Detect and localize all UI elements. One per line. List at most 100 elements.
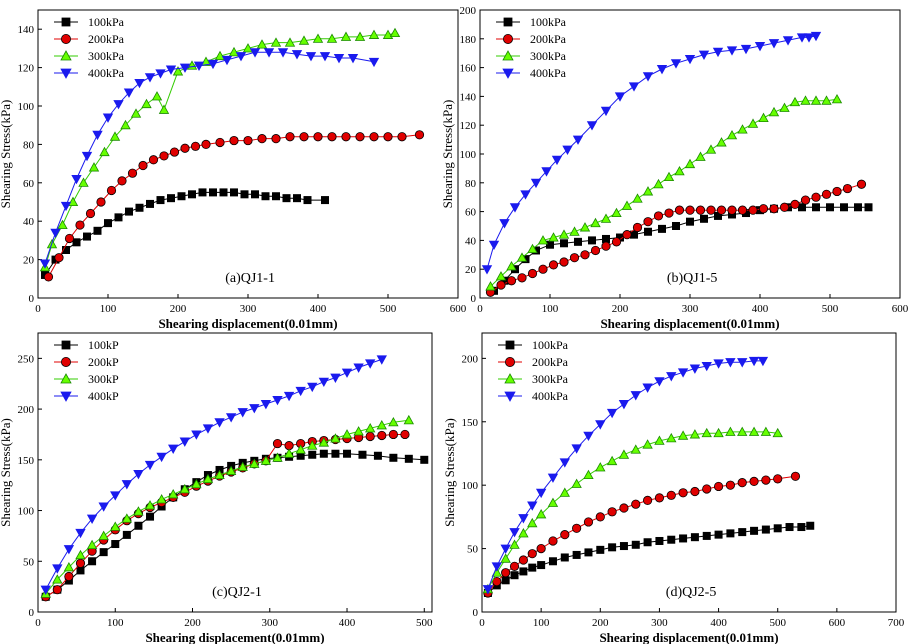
data-point xyxy=(72,238,81,247)
legend-label: 100kPa xyxy=(530,15,567,29)
data-point xyxy=(365,431,375,442)
legend-label: 200kP xyxy=(88,355,119,369)
data-point xyxy=(695,205,706,215)
data-point xyxy=(313,132,323,142)
data-point xyxy=(299,132,309,142)
data-point xyxy=(666,372,677,382)
data-point xyxy=(517,273,527,283)
data-point xyxy=(340,31,352,41)
data-point xyxy=(527,268,538,279)
data-point xyxy=(96,197,106,207)
x-tick-label: 200 xyxy=(612,303,629,315)
data-point xyxy=(761,525,770,534)
data-point xyxy=(761,475,771,485)
data-point xyxy=(608,543,617,552)
data-point xyxy=(630,444,641,454)
data-point xyxy=(481,265,493,275)
data-point xyxy=(750,526,759,535)
data-point xyxy=(67,196,79,207)
data-point xyxy=(628,82,640,92)
data-point xyxy=(63,562,75,572)
data-point xyxy=(88,557,97,566)
data-point xyxy=(789,96,801,107)
data-point xyxy=(284,37,296,47)
data-point xyxy=(810,31,822,42)
data-point xyxy=(580,250,590,260)
data-point xyxy=(500,553,511,563)
data-point xyxy=(663,171,675,182)
chart-panel-2: 0 100 200 300 400 500 600 0 20 40 60 80 100 120 140 160… xyxy=(440,5,909,331)
data-point xyxy=(208,188,217,197)
data-point xyxy=(144,73,156,83)
legend-label: 400kPa xyxy=(530,66,567,80)
x-tick-label: 600 xyxy=(829,617,846,629)
data-point xyxy=(93,226,102,235)
data-point xyxy=(141,98,152,109)
data-point xyxy=(619,542,628,551)
data-point xyxy=(193,61,205,72)
data-point xyxy=(292,194,301,203)
y-tick-label: 0 xyxy=(29,293,35,305)
y-tick-label: 80 xyxy=(23,139,35,151)
data-point xyxy=(43,272,54,282)
data-point xyxy=(155,69,166,79)
data-point xyxy=(133,470,144,480)
data-point xyxy=(168,444,179,454)
data-point xyxy=(75,220,85,230)
data-point xyxy=(559,487,570,497)
series-line xyxy=(487,475,796,594)
data-point xyxy=(520,190,531,200)
legend-marker xyxy=(60,391,72,402)
panel-label: (a)QJ1-1 xyxy=(225,271,275,286)
x-axis-label: Shearing displacement(0.01mm) xyxy=(145,630,324,644)
data-point xyxy=(277,48,289,58)
data-point xyxy=(800,195,811,205)
data-point xyxy=(219,188,228,197)
data-point xyxy=(773,524,782,533)
data-point xyxy=(631,499,641,509)
series-line xyxy=(490,98,838,287)
data-point xyxy=(678,488,688,498)
data-point xyxy=(749,476,759,486)
y-tick-label: 0 xyxy=(473,607,479,619)
data-point xyxy=(760,426,772,436)
legend-label: 100kP xyxy=(88,338,119,352)
data-point xyxy=(272,452,283,462)
data-point xyxy=(333,54,345,64)
data-point xyxy=(538,264,548,274)
data-point xyxy=(319,449,328,458)
data-point xyxy=(318,437,330,447)
x-tick-label: 0 xyxy=(35,617,41,629)
data-point xyxy=(656,65,668,75)
data-point xyxy=(727,205,737,215)
data-point xyxy=(586,121,598,131)
data-point xyxy=(256,39,268,49)
data-point xyxy=(102,113,114,123)
data-point xyxy=(383,132,393,142)
data-point xyxy=(404,454,413,463)
data-point xyxy=(403,414,415,425)
data-point xyxy=(748,426,760,436)
legend-label: 300kP xyxy=(88,372,119,386)
data-point xyxy=(414,130,425,140)
data-point xyxy=(726,529,735,538)
data-point xyxy=(737,205,748,215)
data-point xyxy=(347,54,359,64)
data-point xyxy=(674,205,685,215)
legend-marker xyxy=(503,17,513,27)
data-point xyxy=(75,528,86,539)
data-point xyxy=(200,56,212,66)
data-point xyxy=(319,52,331,62)
data-point xyxy=(689,364,701,374)
x-tick-label: 400 xyxy=(310,303,327,315)
data-point xyxy=(558,229,570,239)
series-200kPa xyxy=(43,130,425,282)
data-point xyxy=(172,66,184,76)
data-point xyxy=(388,429,398,440)
x-tick-label: 200 xyxy=(184,617,201,629)
data-point xyxy=(642,186,654,196)
data-point xyxy=(632,222,643,233)
data-point xyxy=(318,377,330,388)
data-point xyxy=(602,234,611,243)
data-point xyxy=(712,47,724,58)
